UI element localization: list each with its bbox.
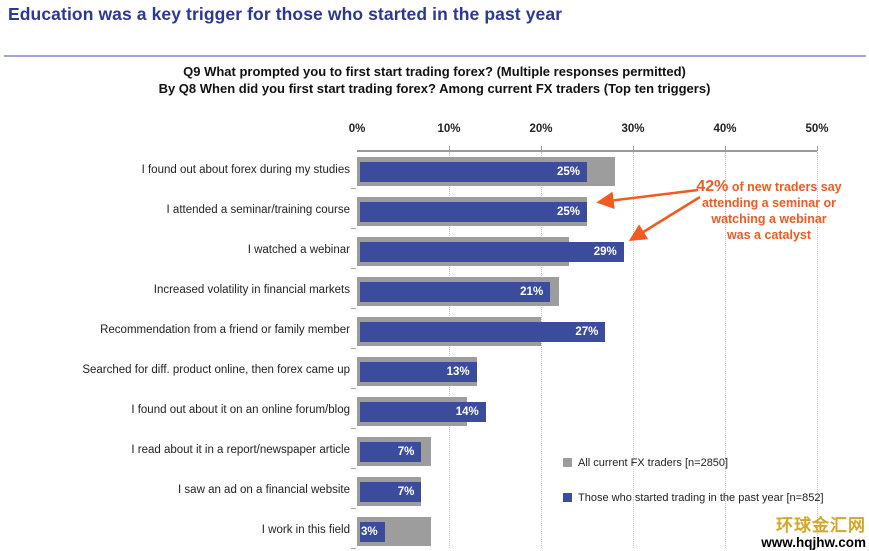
bar-new-traders: 25% [360,162,587,182]
category-label: Recommendation from a friend or family m… [100,324,350,336]
x-tick-label: 30% [621,123,645,135]
bar-value-label: 7% [397,446,415,458]
bar-new-traders: 29% [360,242,624,262]
category-label: I saw an ad on a financial website [178,484,350,496]
bar-chart-plot: 25% 25% 29% 21% 27% 13% 14% 7% 7% 3% [357,146,818,551]
gridline [725,152,726,548]
category-label: I found out about it on an online forum/… [131,404,350,416]
y-axis-tick [351,548,356,549]
title-divider [4,55,866,57]
x-tick-label: 0% [348,123,366,135]
x-tick-label: 50% [805,123,829,135]
gridline [633,152,634,548]
category-label: Increased volatility in financial market… [153,284,350,296]
bar-value-label: 27% [575,326,599,338]
bar-value-label: 29% [593,246,617,258]
watermark-site-url: www.hqjhw.com [761,535,866,550]
category-label: I watched a webinar [247,244,350,256]
legend-swatch-all-traders [563,458,572,467]
bar-value-label: 13% [446,366,470,378]
x-tick-label: 20% [529,123,553,135]
category-label: I work in this field [261,524,350,536]
bar-row: 7% [357,472,817,512]
y-axis-tick [351,268,356,269]
bar-row: 25% [357,192,817,232]
bar-value-label: 25% [556,206,580,218]
bar-new-traders: 7% [360,442,422,462]
watermark: 环球金汇网 www.hqjhw.com [761,516,866,551]
watermark-site-name: 环球金汇网 [776,516,866,535]
y-axis-tick [351,308,356,309]
y-axis-tick [351,228,356,229]
x-tick [817,146,818,151]
gridline [541,152,542,548]
legend-swatch-new-traders [563,493,572,502]
bar-value-label: 25% [556,166,580,178]
bar-new-traders: 25% [360,202,587,222]
bar-new-traders: 3% [360,522,385,542]
legend-item: Those who started trading in the past ye… [563,492,865,505]
bar-value-label: 14% [455,406,479,418]
annotation-big-number: 42% [696,178,729,195]
x-tick [633,146,634,151]
y-axis-tick [351,348,356,349]
x-tick-label: 40% [713,123,737,135]
x-tick [449,146,450,151]
bar-row: 27% [357,312,817,352]
chart-subtitle: Q9 What prompted you to first start trad… [0,63,869,97]
legend-label: Those who started trading in the past ye… [578,492,824,504]
bar-new-traders: 21% [360,282,551,302]
gridline [449,152,450,548]
category-label: I attended a seminar/training course [166,204,350,216]
x-tick [541,146,542,151]
bar-row: 13% [357,352,817,392]
y-axis-tick [351,468,356,469]
page-title: Education was a key trigger for those wh… [8,4,563,24]
bar-row: 14% [357,392,817,432]
bar-row: 3% [357,512,817,551]
bar-row: 29% [357,232,817,272]
legend-item: All current FX traders [n=2850] [563,457,865,470]
y-axis-tick [351,428,356,429]
bar-value-label: 3% [360,526,378,538]
category-label: I found out about forex during my studie… [141,164,350,176]
category-label: I read about it in a report/newspaper ar… [131,444,350,456]
y-axis-tick [351,388,356,389]
bar-row: 25% [357,152,817,192]
category-label: Searched for diff. product online, then … [82,364,350,376]
bar-new-traders: 14% [360,402,486,422]
chart-subtitle-line1: Q9 What prompted you to first start trad… [183,64,686,79]
annotation-text: of new traders say attending a seminar o… [701,180,842,242]
y-axis-tick [351,508,356,509]
bar-new-traders: 27% [360,322,606,342]
y-axis-tick [351,188,356,189]
bar-new-traders: 7% [360,482,422,502]
bar-value-label: 21% [520,286,544,298]
annotation-callout: 42% of new traders say attending a semin… [668,179,869,243]
bar-row: 21% [357,272,817,312]
x-tick [725,146,726,151]
gridline [817,152,818,548]
bar-value-label: 7% [397,486,415,498]
bar-new-traders: 13% [360,362,477,382]
bar-row: 7% [357,432,817,472]
chart-subtitle-line2: By Q8 When did you first start trading f… [158,81,711,96]
x-tick-label: 10% [437,123,461,135]
legend-label: All current FX traders [n=2850] [578,457,729,469]
